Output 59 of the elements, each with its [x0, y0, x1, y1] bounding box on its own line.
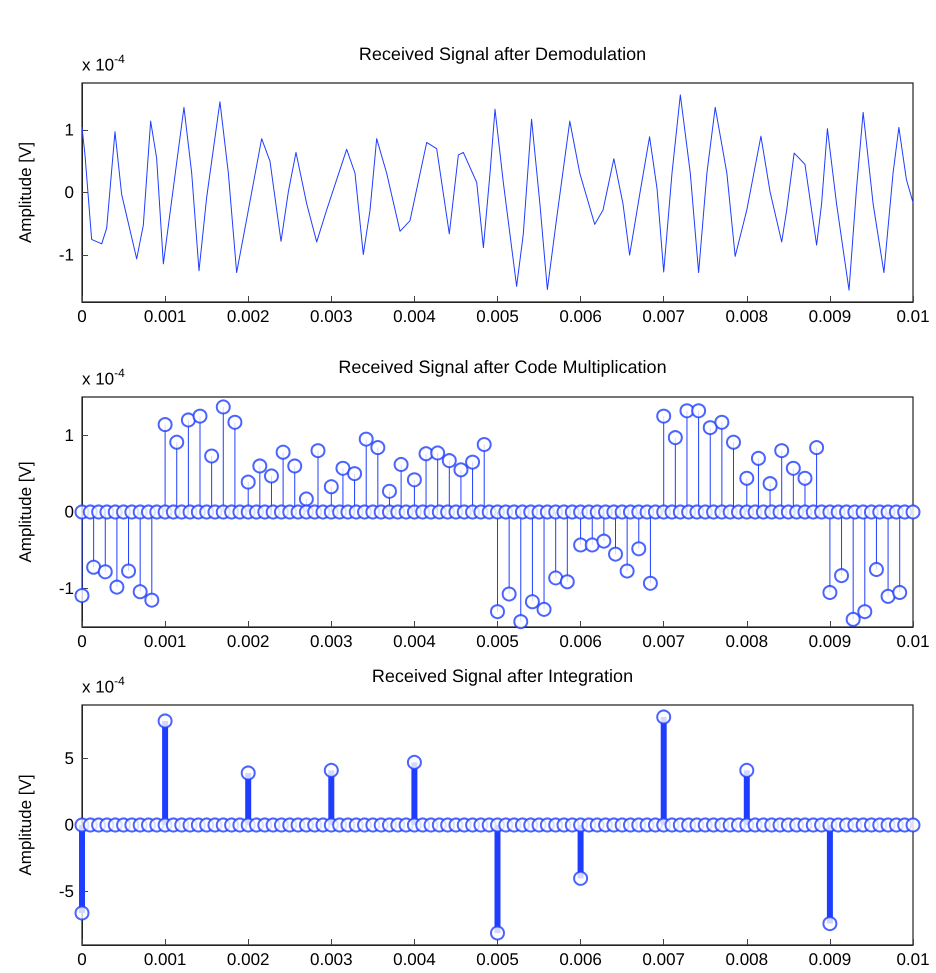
x-tick-label: 0.01 — [896, 307, 930, 326]
y-axis-title: Amplitude [V] — [16, 142, 35, 244]
chart-title: Received Signal after Demodulation — [358, 44, 646, 64]
y-tick-label: 5 — [64, 748, 74, 768]
y-tick-label: 1 — [64, 120, 74, 140]
y-axis-title: Amplitude [V] — [16, 461, 35, 563]
x-tick-label: 0.008 — [726, 307, 768, 326]
x-tick-label: 0.007 — [642, 307, 685, 326]
point — [406, 754, 422, 770]
x-tick-label: 0.007 — [642, 950, 685, 969]
x-tick-label: 0.001 — [144, 307, 186, 326]
point — [240, 766, 256, 780]
x-tick-label: 0.006 — [559, 307, 602, 326]
y-tick-label: -5 — [58, 882, 74, 902]
x-tick-label: 0.003 — [310, 307, 353, 326]
y-tick-label: 0 — [64, 502, 74, 522]
x-tick-label: 0.004 — [393, 632, 436, 651]
y-tick-label: 0 — [64, 816, 74, 834]
point — [158, 714, 173, 728]
x-tick-label: 0.001 — [144, 950, 186, 969]
point — [656, 710, 672, 724]
x-tick-label: 0.005 — [476, 632, 519, 651]
point — [74, 906, 90, 920]
point — [822, 916, 838, 932]
y-tick-label: 1 — [64, 426, 74, 445]
x-tick-label: 0.002 — [226, 950, 270, 969]
x-tick-label: 0.004 — [393, 950, 436, 969]
x-tick-label: 0.009 — [808, 950, 852, 969]
x-tick-label: 0.003 — [310, 950, 353, 969]
x-tick-label: 0 — [77, 307, 87, 326]
y-tick-label: 0 — [64, 183, 74, 202]
x-tick-label: 0.004 — [393, 307, 436, 326]
x-tick-label: 0.007 — [642, 632, 685, 651]
point — [490, 926, 505, 940]
y-tick-label: -1 — [58, 246, 74, 265]
chart-title: Received Signal after Integration — [372, 666, 634, 686]
point — [739, 762, 754, 778]
x-tick-label: 0.005 — [476, 307, 519, 326]
x-tick-label: 0.005 — [476, 950, 519, 969]
x-tick-label: 0.006 — [559, 950, 602, 969]
x-tick-label: 0.002 — [226, 632, 270, 651]
x-tick-label: 0.002 — [226, 307, 270, 326]
x-tick-label: 0.001 — [144, 632, 186, 651]
x-tick-label: 0.01 — [896, 632, 930, 651]
x-tick-label: 0 — [77, 950, 87, 969]
y-axis-title: Amplitude [V] — [16, 774, 35, 876]
x-tick-label: 0.009 — [808, 307, 852, 326]
point — [573, 870, 588, 886]
x-tick-label: 0.009 — [808, 632, 852, 651]
x-tick-label: 0.003 — [310, 632, 353, 651]
x-tick-label: 0.008 — [726, 632, 768, 651]
x-tick-label: 0.008 — [726, 950, 768, 969]
line-series — [82, 94, 914, 291]
x-tick-label: 0.01 — [896, 950, 930, 969]
x-tick-label: 0.006 — [559, 632, 602, 651]
chart-title: Received Signal after Code Multiplication — [338, 357, 667, 377]
y-tick-label: -1 — [58, 579, 74, 598]
x-tick-label: 0 — [77, 632, 87, 651]
point — [324, 762, 339, 778]
